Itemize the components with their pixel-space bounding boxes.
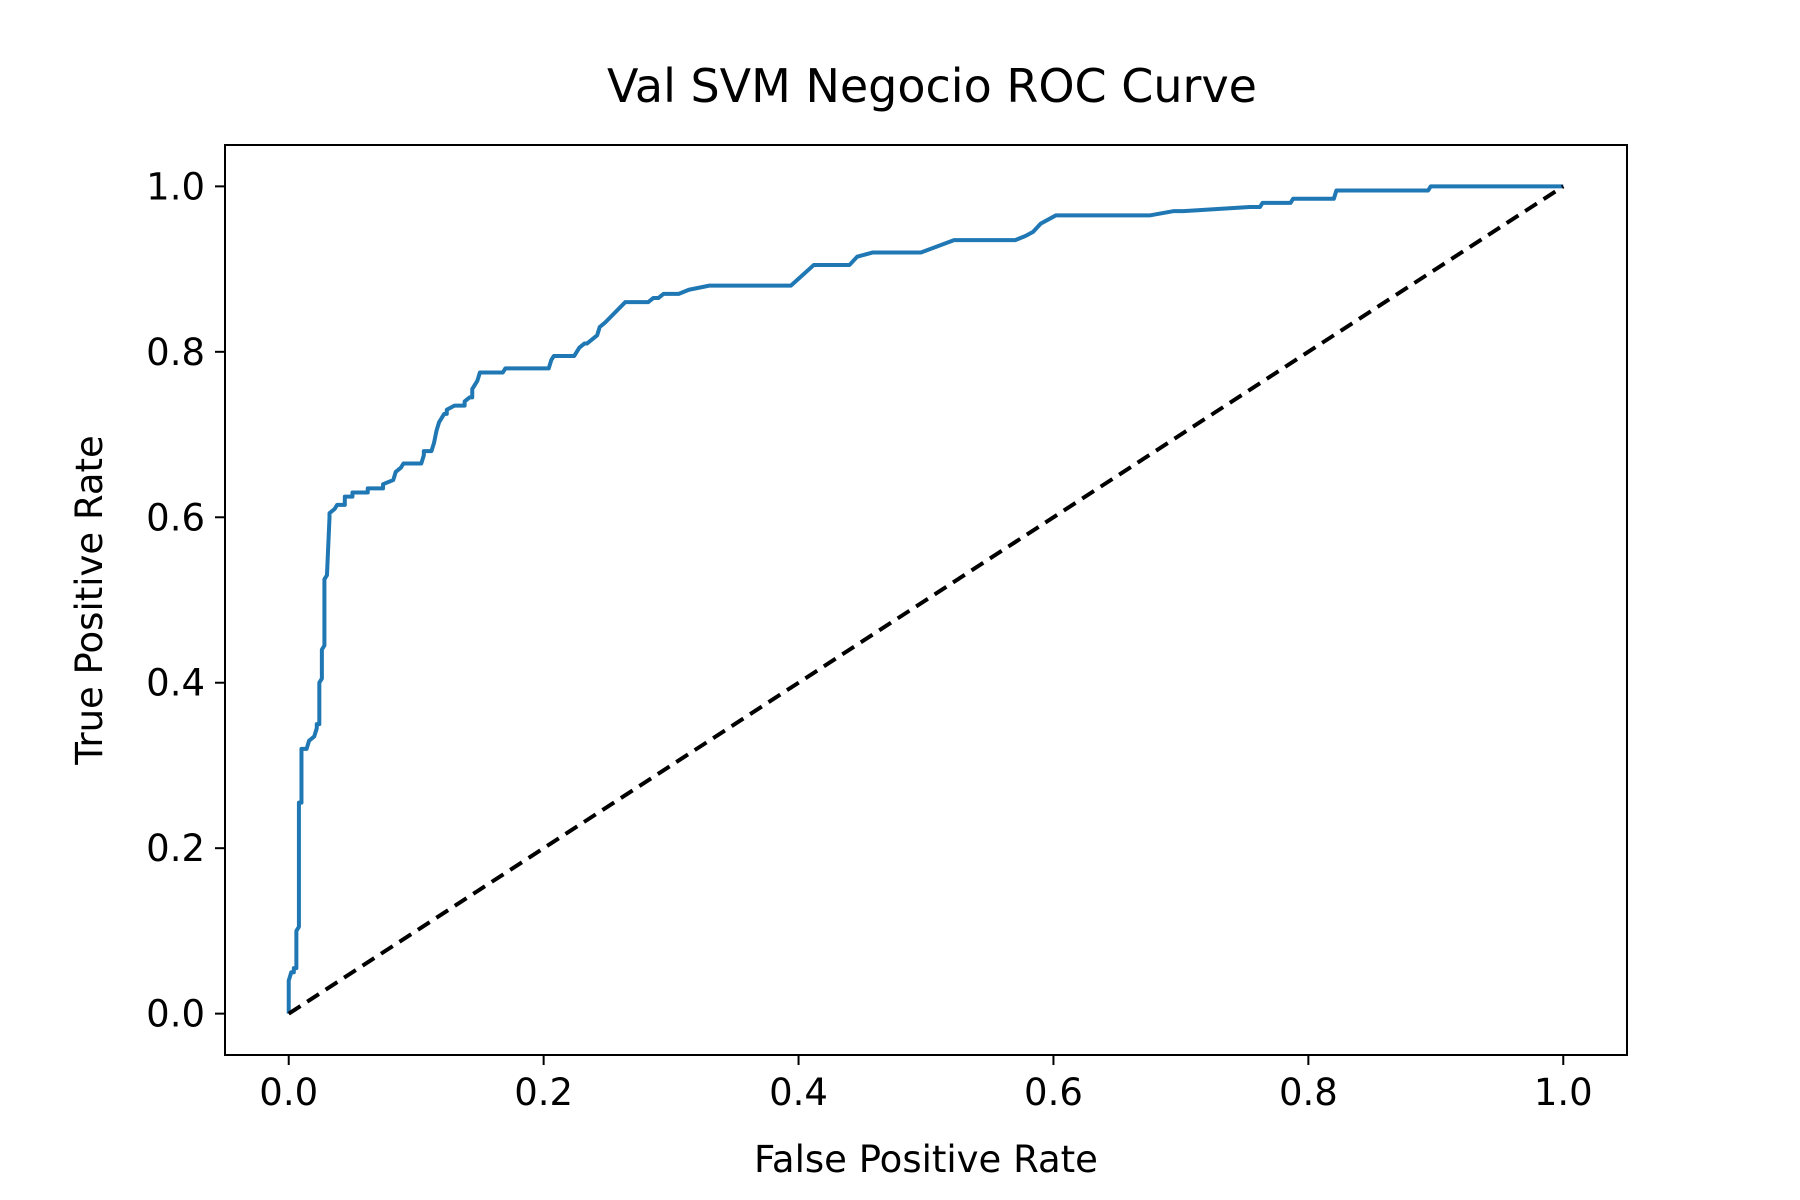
x-axis-label: False Positive Rate	[754, 1138, 1098, 1181]
x-tick-label: 0.2	[514, 1071, 573, 1114]
x-tick-label: 0.0	[259, 1071, 318, 1114]
y-tick-label: 0.2	[146, 827, 205, 870]
x-tick-label: 0.8	[1279, 1071, 1338, 1114]
roc-curve-line	[286, 184, 1564, 1014]
chance-diagonal-line	[287, 184, 1565, 1016]
y-axis: 0.0 0.2 0.4 0.6 0.8 1.0	[146, 165, 225, 1036]
y-tick-label: 0.0	[146, 993, 205, 1036]
plot-area	[286, 184, 1565, 1016]
chart-title: Val SVM Negocio ROC Curve	[607, 59, 1257, 113]
plot-frame	[224, 144, 1628, 1056]
y-tick-label: 0.6	[146, 496, 205, 539]
y-tick-label: 1.0	[146, 165, 205, 208]
x-tick-label: 0.6	[1024, 1071, 1083, 1114]
y-tick-label: 0.4	[146, 662, 205, 705]
x-tick-label: 0.4	[769, 1071, 828, 1114]
x-tick-label: 1.0	[1534, 1071, 1593, 1114]
x-axis: 0.0 0.2 0.4 0.6 0.8 1.0	[259, 1055, 1593, 1114]
y-tick-label: 0.8	[146, 331, 205, 374]
y-axis-label: True Positive Rate	[68, 435, 111, 766]
